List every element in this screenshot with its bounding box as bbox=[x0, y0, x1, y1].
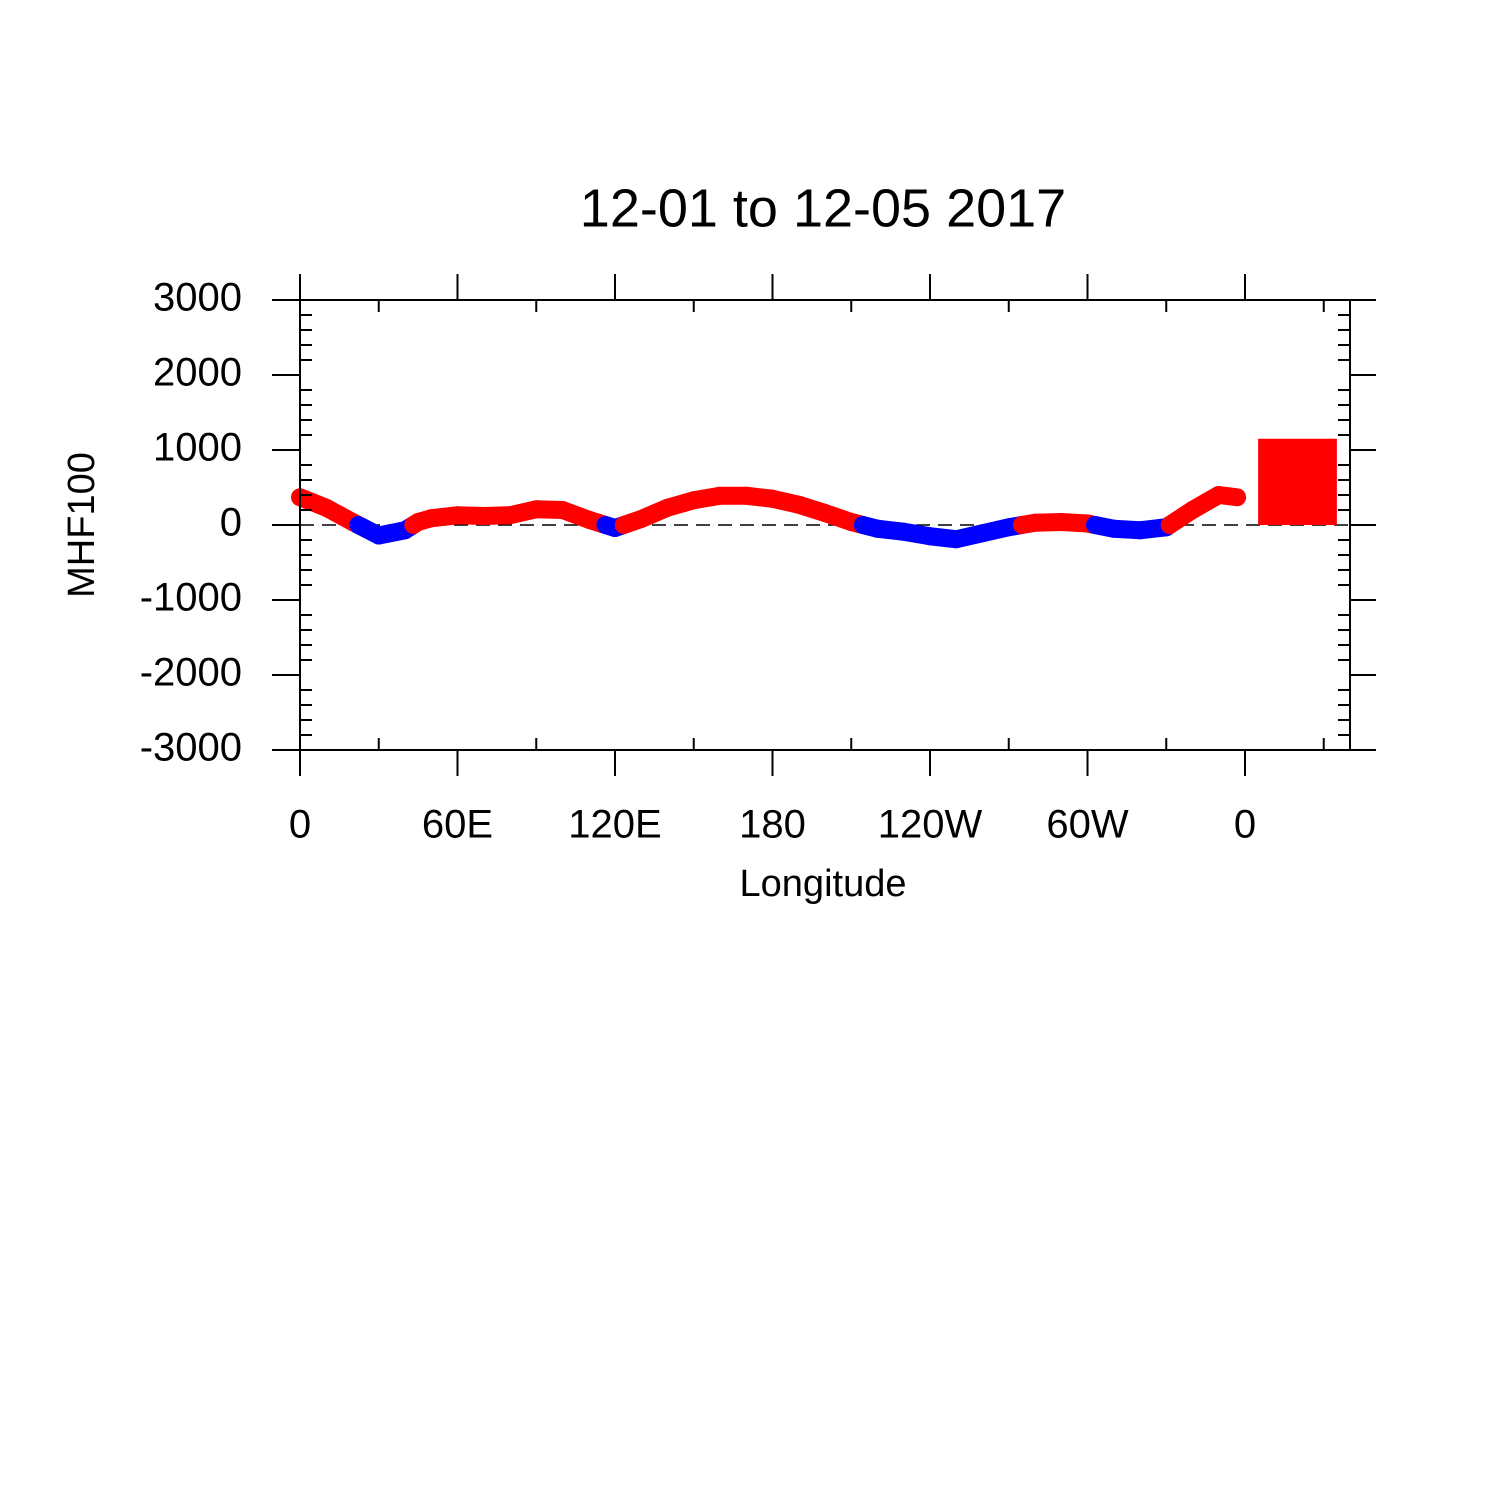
line-segment bbox=[1209, 486, 1247, 507]
y-tick-label: 0 bbox=[220, 501, 242, 545]
x-tick-label: 180 bbox=[739, 803, 806, 847]
y-tick-label: -2000 bbox=[140, 651, 242, 695]
x-tick-label: 60E bbox=[422, 803, 493, 847]
bar bbox=[1258, 438, 1337, 525]
x-tick-label: 120W bbox=[878, 803, 983, 847]
x-axis-label: Longitude bbox=[740, 863, 907, 905]
y-tick-label: 1000 bbox=[153, 426, 242, 470]
chart-title: 12-01 to 12-05 2017 bbox=[580, 178, 1066, 238]
y-tick-label: -1000 bbox=[140, 576, 242, 620]
y-tick-label: -3000 bbox=[140, 726, 242, 770]
x-tick-label: 0 bbox=[289, 803, 311, 847]
x-tick-label: 0 bbox=[1234, 803, 1256, 847]
x-tick-label: 60W bbox=[1046, 803, 1128, 847]
y-tick-label: 2000 bbox=[153, 351, 242, 395]
x-tick-label: 120E bbox=[568, 803, 661, 847]
y-axis-label: MHF100 bbox=[61, 452, 103, 598]
y-tick-label: 3000 bbox=[153, 276, 242, 320]
